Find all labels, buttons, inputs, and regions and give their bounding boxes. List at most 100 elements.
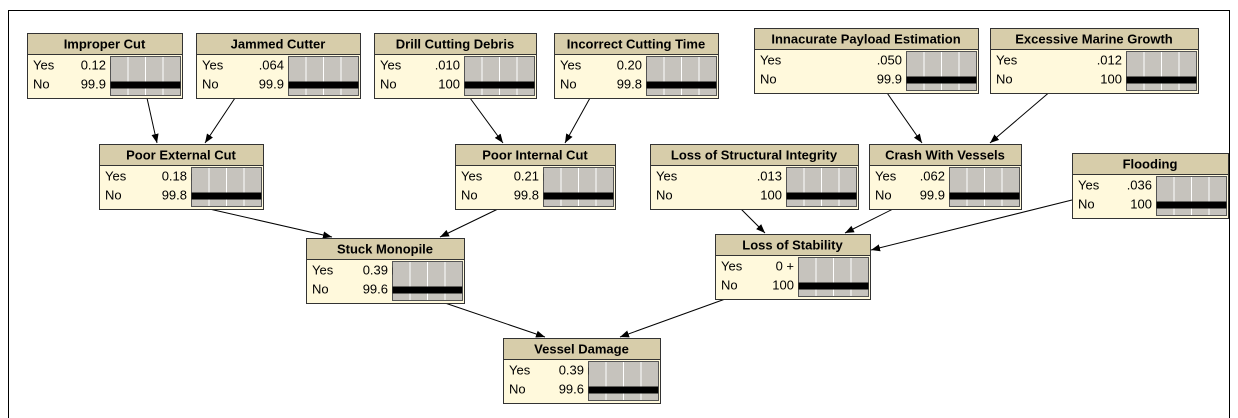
state-label: Yes xyxy=(105,168,127,183)
node-title-bg xyxy=(1072,153,1229,175)
probability-bar xyxy=(798,282,869,290)
state-value: 100 xyxy=(760,187,782,202)
state-label: Yes xyxy=(461,168,483,183)
state-label: No xyxy=(656,187,673,202)
node-title-bg xyxy=(99,144,264,166)
node: Drill Cutting Debris Yes .010 No 100 xyxy=(374,33,537,99)
node: Excessive Marine Growth Yes .012 No 100 xyxy=(990,28,1199,94)
state-label: No xyxy=(105,187,122,202)
node-title-bg xyxy=(650,144,859,166)
probability-bar xyxy=(1156,201,1227,209)
node: Innacurate Payload Estimation Yes .050 No 99… xyxy=(754,28,979,94)
state-value: 0.18 xyxy=(162,168,187,183)
probability-bar xyxy=(464,81,535,89)
node-title-bg xyxy=(869,144,1022,166)
state-value: 100 xyxy=(1100,71,1122,86)
state-value: 99.9 xyxy=(877,71,902,86)
edge-arrow xyxy=(204,97,236,144)
state-value: 99.8 xyxy=(514,187,539,202)
state-value: 99.9 xyxy=(81,76,106,91)
node: Loss of Stability Yes 0 + No 100 xyxy=(715,234,871,300)
probability-bar xyxy=(949,192,1020,200)
probability-bar xyxy=(392,286,463,294)
state-label: Yes xyxy=(560,57,582,72)
state-value: 0 + xyxy=(776,258,794,273)
node-title-bg xyxy=(27,33,183,55)
state-value: 99.8 xyxy=(617,76,642,91)
node-title: Drill Cutting Debris xyxy=(396,36,514,51)
state-label: Yes xyxy=(33,57,55,72)
edge-arrow xyxy=(146,97,159,144)
state-value: .013 xyxy=(757,168,782,183)
edge-arrow xyxy=(564,97,591,144)
edge-arrow xyxy=(444,302,546,338)
edge-arrow xyxy=(989,89,1053,144)
state-label: Yes xyxy=(202,57,224,72)
node: Poor Internal Cut Yes 0.21 No 99.8 xyxy=(455,144,616,210)
state-value: .012 xyxy=(1097,52,1122,67)
state-value: 100 xyxy=(438,76,460,91)
state-label: No xyxy=(875,187,892,202)
edge-arrow xyxy=(884,89,923,144)
state-label: No xyxy=(380,76,397,91)
node-title: Poor Internal Cut xyxy=(482,147,588,162)
node-title: Crash With Vessels xyxy=(885,147,1005,162)
state-label: Yes xyxy=(760,52,782,67)
state-label: Yes xyxy=(721,258,743,273)
state-value: 99.9 xyxy=(259,76,284,91)
state-value: .010 xyxy=(435,57,460,72)
node-title: Improper Cut xyxy=(64,36,146,51)
probability-bar xyxy=(288,81,359,89)
node-title-bg xyxy=(754,28,979,50)
probability-bar xyxy=(646,81,717,89)
node-title: Jammed Cutter xyxy=(231,36,326,51)
node-title: Excessive Marine Growth xyxy=(1015,31,1173,46)
state-label: No xyxy=(509,381,526,396)
state-value: .050 xyxy=(877,52,902,67)
node: Crash With Vessels Yes .062 No 99.9 xyxy=(869,144,1022,210)
state-label: No xyxy=(33,76,50,91)
edge-arrow xyxy=(844,207,896,234)
state-label: No xyxy=(312,281,329,296)
node: Jammed Cutter Yes .064 No 99.9 xyxy=(196,33,361,99)
state-label: Yes xyxy=(380,57,402,72)
state-label: No xyxy=(721,277,738,292)
node-title-bg xyxy=(374,33,537,55)
node-title-bg xyxy=(554,33,719,55)
state-value: 99.8 xyxy=(162,187,187,202)
edge-arrow xyxy=(204,207,333,239)
probability-bar xyxy=(191,192,262,200)
state-value: 0.12 xyxy=(81,57,106,72)
node-title-bg xyxy=(990,28,1199,50)
node: Improper Cut Yes 0.12 No 99.9 xyxy=(27,33,183,99)
edge-arrow xyxy=(469,97,504,144)
state-label: Yes xyxy=(656,168,678,183)
state-value: .064 xyxy=(259,57,284,72)
state-label: No xyxy=(996,71,1013,86)
state-label: Yes xyxy=(509,362,531,377)
node-title-bg xyxy=(196,33,361,55)
state-value: 100 xyxy=(772,277,794,292)
node: Incorrect Cutting Time Yes 0.20 No 99.8 xyxy=(554,33,719,99)
state-value: 0.39 xyxy=(363,262,388,277)
state-value: 99.6 xyxy=(559,381,584,396)
probability-bar xyxy=(110,81,181,89)
node-title: Incorrect Cutting Time xyxy=(567,36,705,51)
node-title-bg xyxy=(306,238,465,260)
state-value: 99.6 xyxy=(363,281,388,296)
node-title: Loss of Stability xyxy=(742,237,843,252)
state-label: Yes xyxy=(1078,177,1100,192)
edge-arrow xyxy=(870,199,1073,252)
node-title: Flooding xyxy=(1123,156,1178,171)
node-title-bg xyxy=(455,144,616,166)
node: Loss of Structural Integrity Yes .013 No 100 xyxy=(650,144,859,210)
node-title: Vessel Damage xyxy=(534,341,629,356)
node: Flooding Yes .036 No 100 xyxy=(1072,153,1229,219)
state-label: No xyxy=(1078,196,1095,211)
edge-arrow xyxy=(739,207,766,234)
state-value: 99.9 xyxy=(920,187,945,202)
state-label: No xyxy=(461,187,478,202)
state-value: .036 xyxy=(1127,177,1152,192)
